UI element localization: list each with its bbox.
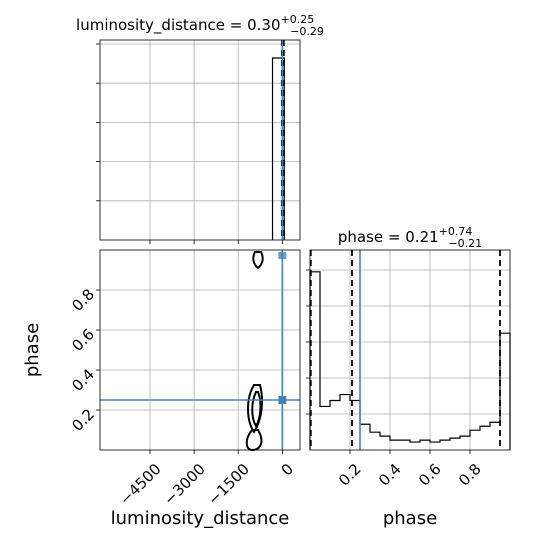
x-axis-label-luminosity-distance: luminosity_distance (111, 508, 290, 529)
x-tick-label: 0.8 (455, 460, 485, 490)
x-tick-label: 0.4 (375, 460, 405, 490)
contour-upper (252, 251, 264, 270)
y-tick-label: 0.8 (68, 285, 98, 315)
x-tick-label: −1500 (204, 460, 253, 509)
contour-group (245, 251, 264, 452)
x-tick-label: 0.6 (415, 460, 445, 490)
y-axis-label-phase: phase (22, 323, 43, 377)
luminosity-distance-histogram-bar (271, 57, 285, 240)
truth-marker-top (278, 252, 287, 259)
x-axis-label-phase: phase (383, 508, 437, 529)
contour-mid-inner (251, 391, 262, 428)
phase-histogram-panel: 0.2 0.4 0.6 0.8 phase = 0.21+0.74 −0.21 phas… (306, 225, 511, 529)
y-tick-label: 0.2 (68, 405, 98, 435)
luminosity-distance-histogram-frame (99, 39, 301, 241)
contour-panel-frame (99, 249, 301, 451)
luminosity-distance-title: luminosity_distance = 0.30+0.25 −0.29 (76, 13, 324, 38)
x-tick-label: −3000 (160, 460, 209, 509)
x-tick-label: −4500 (116, 460, 165, 509)
x-tick-label: 0.2 (335, 460, 365, 490)
luminosity-distance-histogram-panel: luminosity_distance = 0.30+0.25 −0.29 (76, 13, 324, 244)
y-tick-label: 0.4 (68, 365, 98, 395)
phase-vs-luminosity-distance-panel: −4500−3000−1500 0 0.2 0.4 0.6 0.8 luminosity_… (22, 249, 301, 529)
phase-histogram-steps (309, 271, 511, 450)
x-tick-label: 0 (278, 460, 297, 479)
phase-histogram-frame (309, 249, 511, 451)
truth-marker (278, 396, 287, 404)
phase-title: phase = 0.21+0.74 −0.21 (338, 225, 482, 250)
y-tick-label: 0.6 (68, 325, 98, 355)
